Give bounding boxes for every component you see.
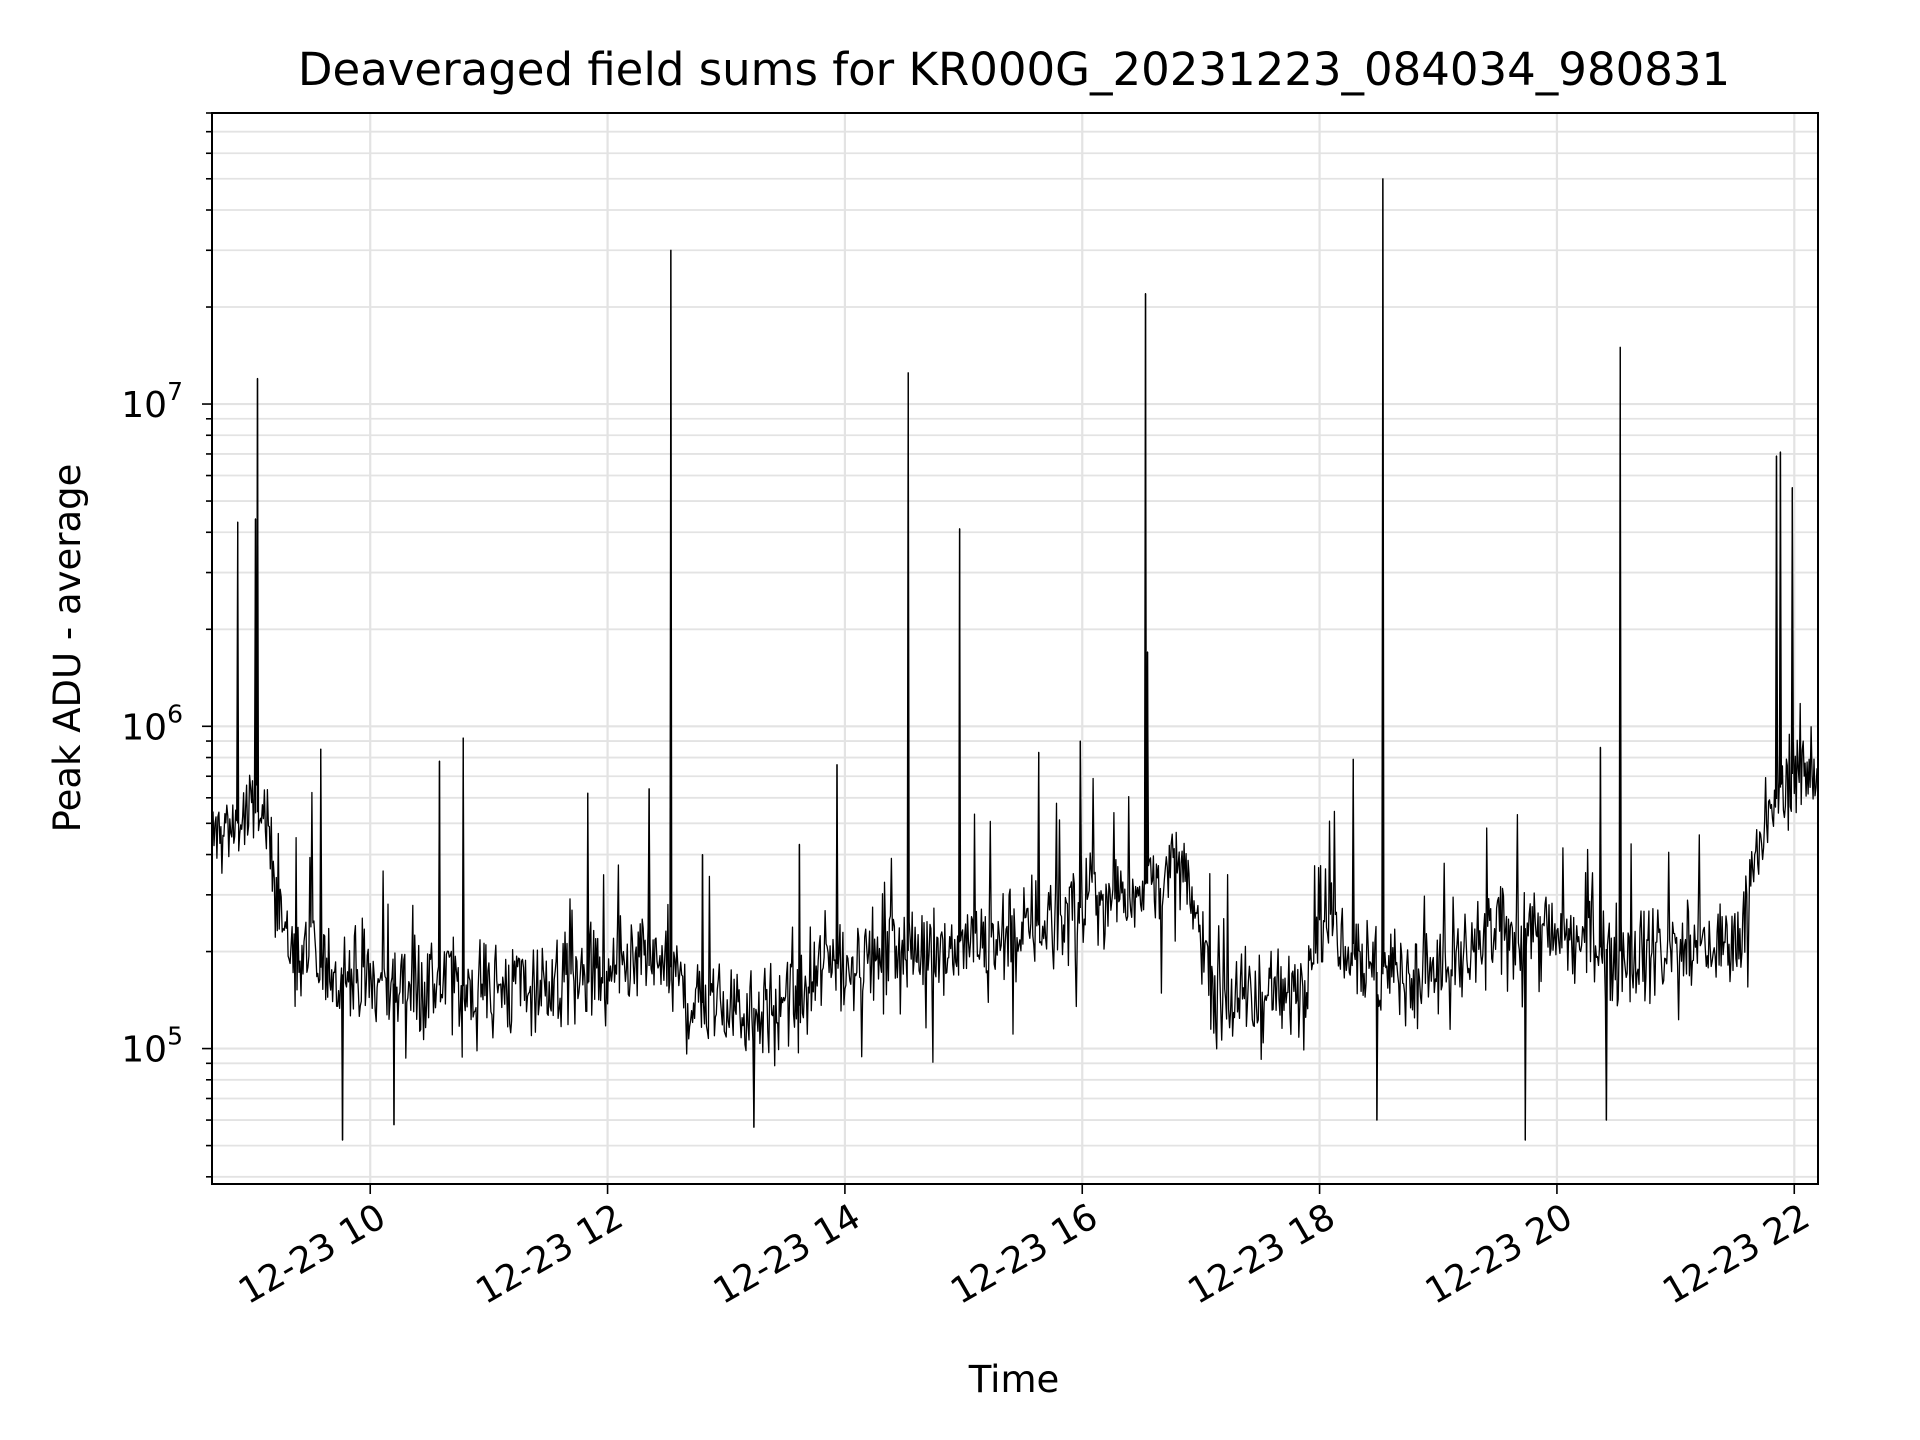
- y-tick-exponent: 7: [167, 377, 183, 406]
- y-tick-label: 107: [121, 377, 183, 426]
- plot-area: [211, 178, 1819, 1141]
- axes-frame: [211, 112, 1819, 1185]
- y-tick-base: 10: [121, 707, 167, 748]
- x-axis-label: Time: [968, 1358, 1060, 1401]
- series-line: [211, 178, 1819, 1141]
- grid: [212, 112, 1818, 1184]
- y-tick-exponent: 5: [167, 1022, 183, 1051]
- y-tick-label: 106: [121, 699, 183, 748]
- y-axis-label: Peak ADU - average: [46, 464, 89, 833]
- y-tick-base: 10: [121, 1030, 167, 1071]
- y-tick-exponent: 6: [167, 699, 183, 728]
- chart-title: Deaveraged field sums for KR000G_2023122…: [298, 43, 1730, 96]
- y-tick-base: 10: [121, 385, 167, 426]
- y-tick-label: 105: [121, 1022, 183, 1071]
